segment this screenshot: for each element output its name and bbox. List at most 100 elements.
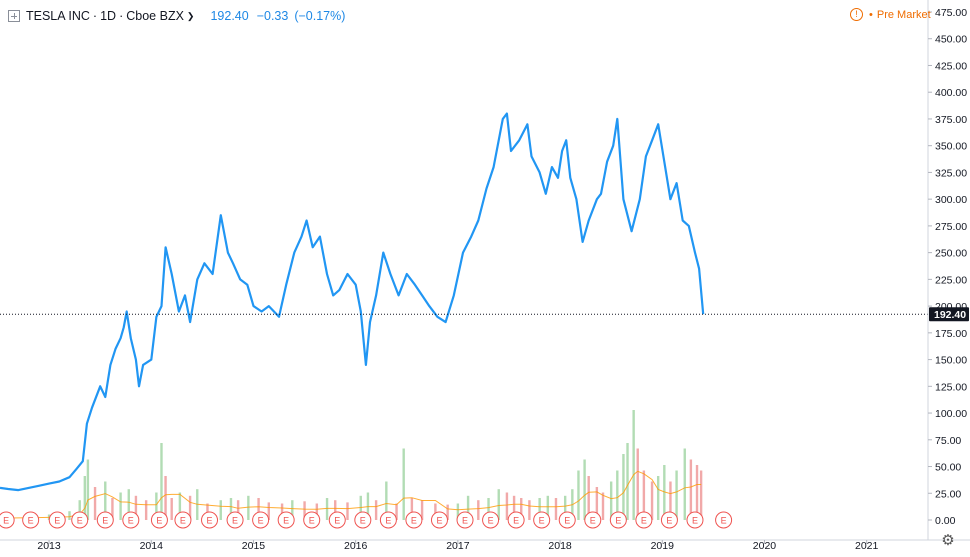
earnings-marker[interactable] bbox=[201, 511, 219, 529]
interval-label[interactable]: 1D bbox=[100, 9, 117, 23]
earnings-marker[interactable] bbox=[660, 511, 678, 529]
earnings-marker[interactable] bbox=[277, 511, 295, 529]
earnings-marker-label: E bbox=[641, 516, 647, 526]
earnings-marker[interactable] bbox=[715, 511, 733, 529]
earnings-marker-label: E bbox=[488, 516, 494, 526]
price-tick-label: 50.00 bbox=[935, 462, 961, 474]
time-axis: 2013 2014 2015 2016 2017 2018 2019 2020 2021 bbox=[37, 540, 879, 552]
earnings-marker[interactable] bbox=[22, 511, 40, 529]
volume-bar bbox=[477, 500, 480, 520]
volume-bar bbox=[595, 487, 599, 520]
symbol-header[interactable]: TESLA INC · 1D · Cboe BZX ❯ 192.40 −0.33… bbox=[8, 7, 345, 25]
volume-bar bbox=[236, 500, 240, 520]
price-tick-label: 250.00 bbox=[935, 248, 967, 260]
volume-bar bbox=[325, 498, 329, 520]
earnings-marker[interactable] bbox=[635, 511, 653, 529]
volume-bar bbox=[86, 459, 90, 520]
earnings-marker[interactable] bbox=[96, 511, 114, 529]
earnings-marker-label: E bbox=[3, 516, 9, 526]
price-tick-label: 0.00 bbox=[935, 515, 956, 527]
time-tick-label: 2013 bbox=[37, 540, 61, 552]
volume-bar bbox=[505, 492, 509, 520]
earnings-marker[interactable] bbox=[609, 511, 627, 529]
earnings-marker[interactable] bbox=[48, 511, 66, 529]
price-tick-label: 400.00 bbox=[935, 87, 967, 99]
volume-bar bbox=[699, 470, 703, 520]
price-line-series[interactable] bbox=[0, 112, 705, 492]
earnings-marker[interactable] bbox=[686, 511, 704, 529]
price-tick-label: 75.00 bbox=[935, 435, 961, 447]
volume-bar bbox=[104, 481, 107, 520]
earnings-marker[interactable] bbox=[379, 511, 397, 529]
volume-bar bbox=[334, 500, 337, 520]
volume-bar bbox=[134, 495, 138, 520]
price-tick-label: 375.00 bbox=[935, 114, 967, 126]
volume-bar bbox=[420, 500, 424, 520]
volume-bar bbox=[554, 498, 558, 520]
earnings-marker[interactable] bbox=[584, 511, 602, 529]
price-tick-label: 125.00 bbox=[935, 381, 967, 393]
price-line-layer bbox=[0, 112, 705, 492]
earnings-marker[interactable] bbox=[354, 511, 372, 529]
earnings-marker-label: E bbox=[309, 516, 315, 526]
price-tick-label: 425.00 bbox=[935, 60, 967, 72]
add-compare-icon[interactable] bbox=[8, 10, 20, 22]
earnings-marker[interactable] bbox=[303, 511, 321, 529]
earnings-marker[interactable] bbox=[150, 511, 168, 529]
volume-bar bbox=[656, 476, 660, 520]
volume-bar bbox=[111, 498, 114, 520]
earnings-marker[interactable] bbox=[482, 511, 500, 529]
volume-bar bbox=[346, 502, 349, 520]
volume-bar bbox=[247, 495, 250, 520]
price-tick-label: 275.00 bbox=[935, 221, 967, 233]
earnings-marker[interactable] bbox=[507, 511, 525, 529]
volume-bar bbox=[160, 443, 163, 520]
settings-gear-icon[interactable]: ⚙ bbox=[941, 532, 955, 549]
price-axis: 0.00 25.00 50.00 75.00 100.00 125.00 150.00 175… bbox=[0, 0, 970, 541]
last-price: 192.40 bbox=[210, 9, 249, 23]
earnings-marker[interactable] bbox=[558, 511, 576, 529]
price-tick-label: 225.00 bbox=[935, 274, 967, 286]
earnings-marker[interactable] bbox=[0, 511, 15, 529]
volume-bar bbox=[170, 498, 173, 520]
volume-bar bbox=[229, 498, 233, 520]
earnings-marker-label: E bbox=[385, 516, 391, 526]
symbol-name[interactable]: TESLA INC bbox=[26, 9, 90, 23]
chevron-down-icon[interactable]: ❯ bbox=[186, 10, 195, 21]
volume-bar bbox=[683, 448, 686, 520]
earnings-marker-label: E bbox=[692, 516, 698, 526]
earnings-marker-label: E bbox=[411, 516, 417, 526]
earnings-marker[interactable] bbox=[71, 511, 89, 529]
price-tick-label: 150.00 bbox=[935, 355, 967, 367]
earnings-marker-label: E bbox=[334, 516, 340, 526]
volume-bar bbox=[487, 498, 490, 520]
volume-bar bbox=[663, 465, 666, 520]
volume-bar bbox=[616, 470, 619, 520]
price-tick-label: 300.00 bbox=[935, 194, 967, 206]
volume-bar bbox=[538, 498, 541, 520]
volume-bar bbox=[577, 470, 580, 520]
earnings-marker[interactable] bbox=[533, 511, 551, 529]
volume-bar bbox=[650, 481, 654, 520]
earnings-marker[interactable] bbox=[405, 511, 423, 529]
alert-icon: ! bbox=[850, 8, 863, 21]
earnings-marker[interactable] bbox=[174, 511, 192, 529]
volume-bar bbox=[446, 504, 449, 520]
price-tick-label: 100.00 bbox=[935, 408, 967, 420]
earnings-marker-label: E bbox=[128, 516, 134, 526]
price-tick-label: 450.00 bbox=[935, 34, 967, 46]
time-tick-label: 2019 bbox=[651, 540, 675, 552]
earnings-marker[interactable] bbox=[430, 511, 448, 529]
earnings-marker[interactable] bbox=[226, 511, 244, 529]
volume-bar bbox=[164, 476, 167, 520]
earnings-marker[interactable] bbox=[328, 511, 346, 529]
volume-bar bbox=[303, 501, 306, 520]
exchange-label[interactable]: Cboe BZX bbox=[126, 9, 184, 23]
earnings-marker-label: E bbox=[54, 516, 60, 526]
session-status[interactable]: ! • Pre Market bbox=[850, 8, 931, 21]
earnings-marker[interactable] bbox=[252, 511, 270, 529]
earnings-marker[interactable] bbox=[122, 511, 140, 529]
earnings-marker[interactable] bbox=[456, 511, 474, 529]
